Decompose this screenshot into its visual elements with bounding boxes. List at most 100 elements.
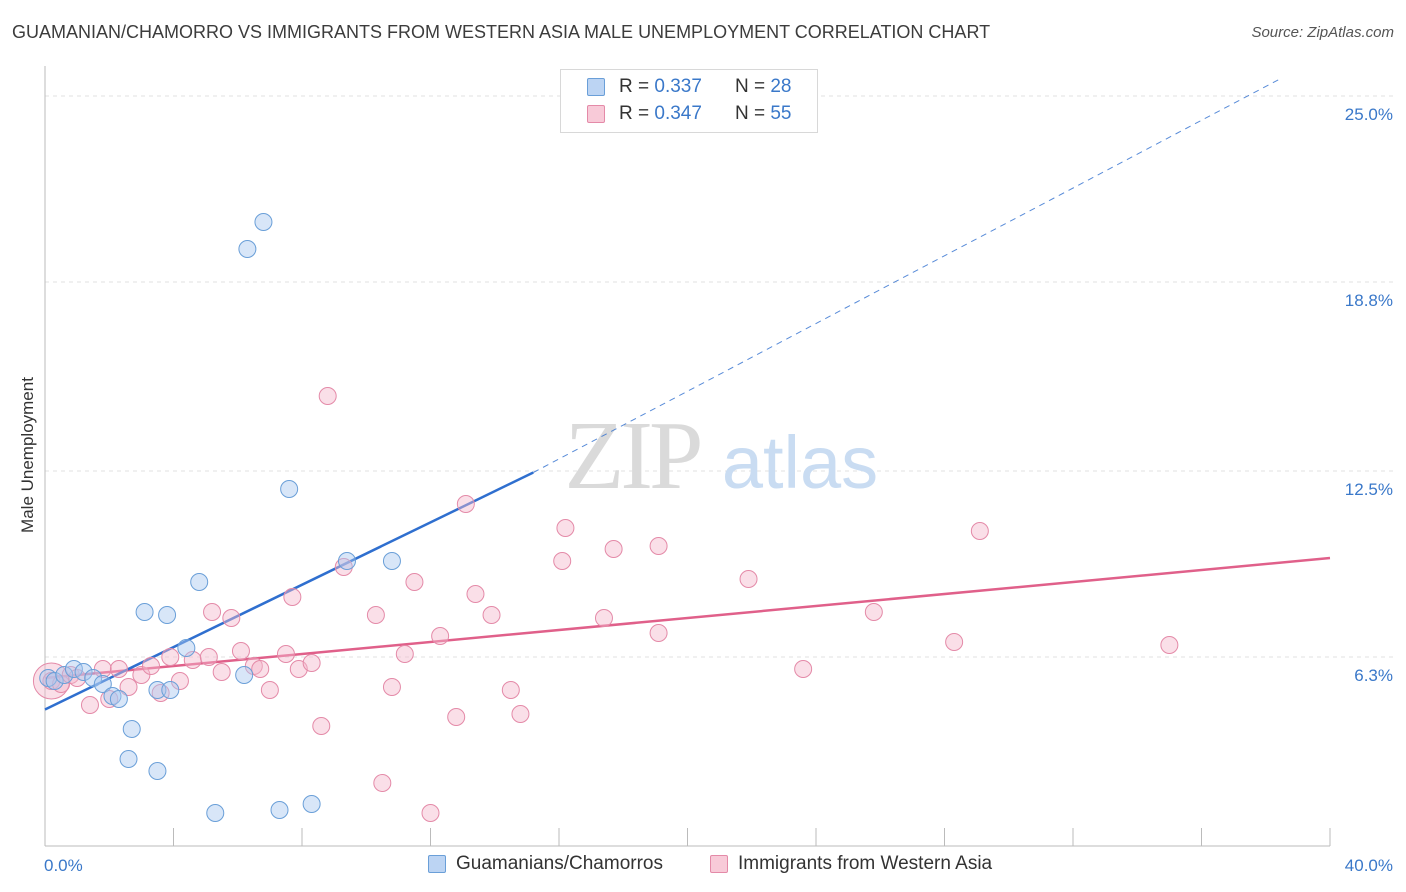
- data-point-western-asia: [132, 666, 151, 684]
- y-tick-label: 25.0%: [1345, 105, 1393, 124]
- y-tick-label: 6.3%: [1354, 666, 1393, 685]
- tick-labels: 6.3% 12.5% 18.8% 25.0% 0.0% 40.0%: [44, 105, 1393, 875]
- data-point-western-asia: [511, 705, 530, 723]
- data-point-western-asia: [251, 660, 270, 678]
- data-point-western-asia: [203, 603, 222, 621]
- x-tick-label-max: 40.0%: [1345, 856, 1393, 875]
- bottom-legend-western-asia: Immigrants from Western Asia: [710, 852, 992, 876]
- data-point-guamanians: [270, 801, 289, 819]
- data-point-western-asia: [970, 522, 989, 540]
- data-point-western-asia: [1160, 636, 1179, 654]
- data-point-western-asia: [421, 804, 440, 822]
- legend-r-label: R =: [619, 103, 650, 124]
- data-point-guamanians: [235, 666, 254, 684]
- bottom-legend-label: Immigrants from Western Asia: [738, 853, 993, 874]
- data-point-guamanians: [55, 666, 74, 684]
- data-point-western-asia: [170, 672, 189, 690]
- data-point-western-asia: [794, 660, 813, 678]
- axes: [44, 66, 1331, 847]
- data-point-western-asia: [431, 627, 450, 645]
- data-point-western-asia: [142, 657, 161, 675]
- data-point-western-asia: [382, 678, 401, 696]
- bottom-legend-guamanians: Guamanians/Chamorros: [428, 852, 663, 876]
- data-point-western-asia: [119, 678, 138, 696]
- legend-row-western-asia: R = 0.347 N = 55: [587, 101, 791, 127]
- data-point-western-asia: [556, 519, 575, 537]
- data-point-guamanians: [148, 762, 167, 780]
- data-point-western-asia: [739, 570, 758, 588]
- data-point-guamanians: [337, 552, 356, 570]
- data-point-guamanians: [119, 750, 138, 768]
- data-point-western-asia: [405, 573, 424, 591]
- data-point-western-asia: [161, 648, 180, 666]
- x-tick-label-min: 0.0%: [44, 856, 83, 875]
- legend-r-value: 0.347: [654, 103, 702, 124]
- data-point-western-asia: [864, 603, 883, 621]
- bottom-legend-label: Guamanians/Chamorros: [456, 853, 663, 874]
- data-point-western-asia: [276, 645, 295, 663]
- legend-n-label: N =: [734, 103, 766, 124]
- data-point-guamanians: [280, 480, 299, 498]
- data-point-western-asia: [649, 537, 668, 555]
- chart-title: GUAMANIAN/CHAMORRO VS IMMIGRANTS FROM WE…: [12, 22, 991, 42]
- data-point-western-asia: [604, 540, 623, 558]
- bottom-legend-swatch-blue: [428, 855, 446, 873]
- bottom-legend-swatch-pink: [710, 855, 728, 873]
- data-point-western-asia: [222, 609, 241, 627]
- data-point-western-asia: [93, 660, 112, 678]
- data-point-western-asia: [482, 606, 501, 624]
- grid-lines: [45, 95, 1393, 658]
- watermark-atlas: atlas: [722, 421, 878, 504]
- data-point-western-asia: [466, 585, 485, 603]
- data-point-guamanians: [84, 669, 103, 687]
- data-point-western-asia: [231, 642, 250, 660]
- data-point-western-asia: [199, 648, 218, 666]
- data-point-western-asia: [80, 696, 99, 714]
- data-point-western-asia: [151, 684, 170, 702]
- data-point-western-asia: [553, 552, 572, 570]
- data-point-western-asia: [945, 633, 964, 651]
- data-point-western-asia: [447, 708, 466, 726]
- data-point-western-asia: [594, 609, 613, 627]
- data-point-guamanians: [302, 795, 321, 813]
- legend-r-label: R =: [619, 76, 650, 97]
- correlation-legend: R = 0.337 N = 28 R = 0.347 N = 55: [560, 69, 818, 133]
- data-point-western-asia: [318, 387, 337, 405]
- data-point-western-asia: [501, 681, 520, 699]
- data-point-western-asia: [212, 663, 231, 681]
- data-point-guamanians: [122, 720, 141, 738]
- y-tick-label: 18.8%: [1345, 291, 1393, 310]
- data-point-guamanians: [74, 663, 93, 681]
- watermark: ZIP atlas: [565, 402, 879, 510]
- legend-n-label: N =: [734, 76, 766, 97]
- legend-n-value: 28: [770, 76, 792, 97]
- data-point-western-asia: [373, 774, 392, 792]
- data-point-guamanians: [93, 675, 112, 693]
- legend-n-value: 55: [770, 103, 792, 124]
- data-point-western-asia: [395, 645, 414, 663]
- trend-line-guamanians: [44, 471, 534, 711]
- data-point-guamanians: [254, 213, 273, 231]
- data-point-guamanians: [45, 672, 64, 690]
- data-point-western-asia: [649, 624, 668, 642]
- data-point-guamanians: [190, 573, 209, 591]
- data-point-guamanians: [158, 606, 177, 624]
- data-point-western-asia: [283, 588, 302, 606]
- legend-row-guamanians: R = 0.337 N = 28: [587, 74, 791, 100]
- data-point-guamanians: [206, 804, 225, 822]
- data-point-western-asia: [100, 690, 119, 708]
- data-point-western-asia: [109, 660, 128, 678]
- data-points: [32, 213, 1179, 822]
- data-point-guamanians: [135, 603, 154, 621]
- data-point-guamanians: [64, 660, 83, 678]
- data-point-western-asia: [312, 717, 331, 735]
- trend-lines: [44, 77, 1331, 711]
- data-point-western-asia: [366, 606, 385, 624]
- data-point-guamanians: [161, 681, 180, 699]
- watermark-zip: ZIP: [565, 402, 700, 510]
- data-point-western-asia: [302, 654, 321, 672]
- legend-r-value: 0.337: [654, 76, 702, 97]
- data-point-western-asia: [260, 681, 279, 699]
- data-point-guamanians: [382, 552, 401, 570]
